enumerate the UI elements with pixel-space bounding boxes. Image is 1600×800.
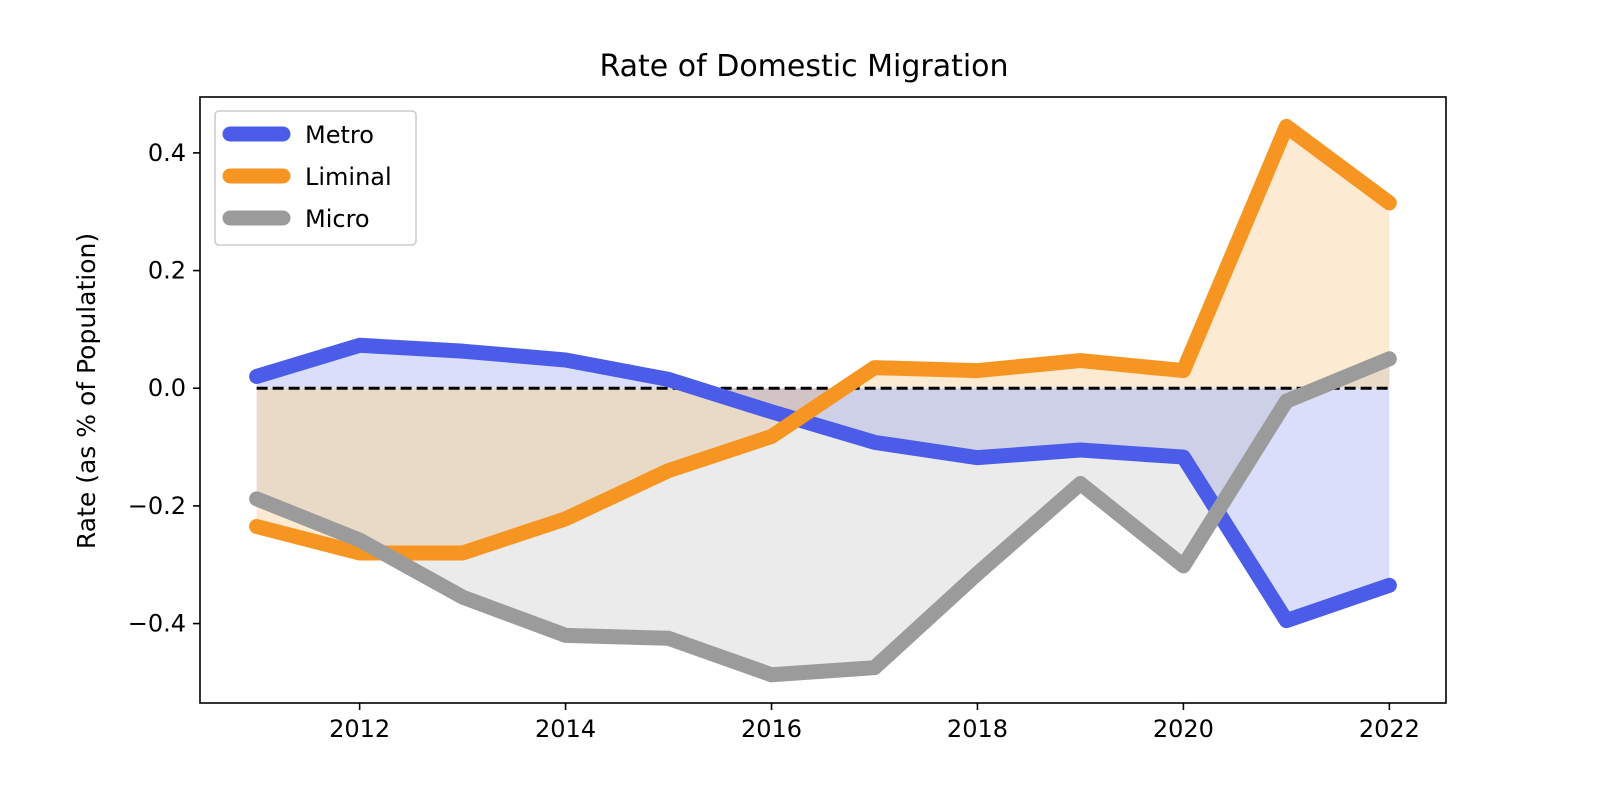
x-tick-label-2018: 2018 <box>947 715 1008 743</box>
series-fill-metro <box>256 345 1390 621</box>
series-fill-liminal <box>256 126 1390 553</box>
legend-label-micro: Micro <box>305 205 370 233</box>
plot-frame <box>199 96 1447 704</box>
y-tick-label-0: −0.4 <box>128 610 186 638</box>
y-tick-label-4: 0.4 <box>148 139 186 167</box>
series-line-micro <box>249 351 1397 683</box>
y-axis-label: Rate (as % of Population) <box>72 233 101 549</box>
legend-label-metro: Metro <box>305 121 374 149</box>
chart-title: Rate of Domestic Migration <box>599 49 1008 84</box>
x-tick-label-2022: 2022 <box>1359 715 1420 743</box>
x-tick-label-2012: 2012 <box>329 715 390 743</box>
x-tick-label-2016: 2016 <box>741 715 802 743</box>
y-tick-label-2: 0.0 <box>148 374 186 402</box>
series-line-liminal <box>249 118 1397 561</box>
legend-label-liminal: Liminal <box>305 163 392 191</box>
y-tick-label-3: 0.2 <box>148 257 186 285</box>
x-tick-label-2020: 2020 <box>1153 715 1214 743</box>
series-line-metro <box>249 337 1397 629</box>
y-tick-label-1: −0.2 <box>128 492 186 520</box>
series-fill-micro <box>256 358 1390 675</box>
x-tick-label-2014: 2014 <box>535 715 596 743</box>
plot-area: 2012 2014 2016 2018 2020 2022 −0.4 −0.2 0.0 0.2 0.… <box>128 96 1447 743</box>
